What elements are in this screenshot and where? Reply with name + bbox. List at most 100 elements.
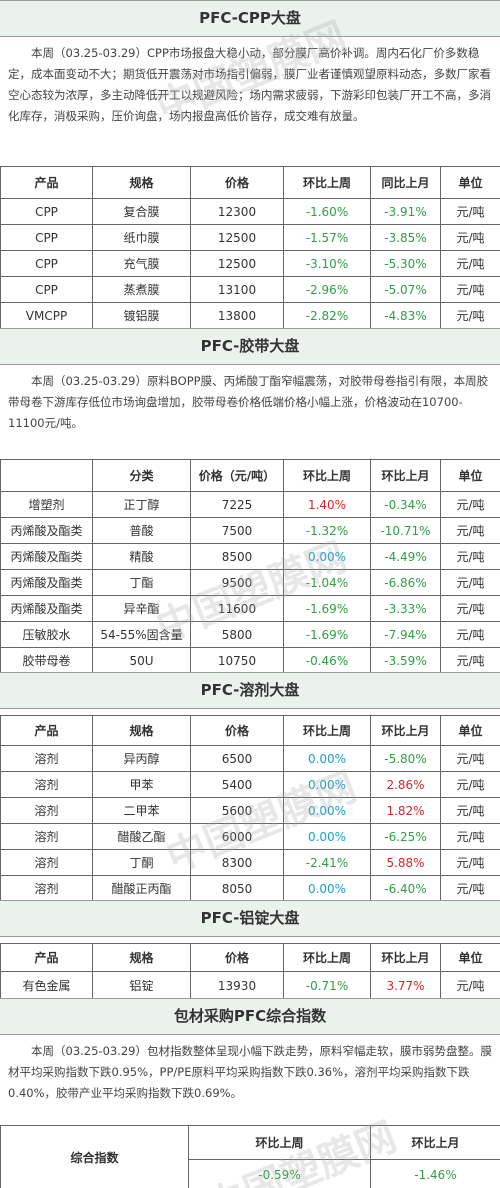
cell: -1.32%	[283, 517, 371, 544]
cell: 纸巾膜	[92, 224, 191, 251]
cell: 1.82%	[370, 797, 441, 824]
section-title: PFC-铝锭大盘	[0, 900, 500, 937]
section: PFC-铝锭大盘产品 规格 价格 环比上周 环比上月 单位 有色金属 铝锭 13930 -0.71…	[0, 900, 500, 1000]
cell: -1.57%	[283, 224, 371, 251]
cell: 3.77%	[370, 971, 441, 1000]
cell: VMCPP	[0, 302, 93, 329]
cell: -2.82%	[283, 302, 371, 329]
cell: 8500	[190, 543, 284, 570]
cell: 镀铝膜	[92, 302, 191, 329]
cell: 溶剂	[0, 875, 93, 902]
data-row: 溶剂 二甲苯 5600 0.00% 1.82% 元/吨	[0, 797, 500, 824]
header-cell: 产品	[0, 715, 93, 746]
header-cell: 环比上周	[283, 943, 371, 972]
header-row: 产品 规格 价格 环比上周 环比上月 单位	[0, 715, 500, 746]
cell: 蒸煮膜	[92, 276, 191, 303]
cell: 元/吨	[440, 198, 500, 225]
index-label: 综合指数	[0, 1125, 189, 1188]
cell: CPP	[0, 250, 93, 277]
data-row: 溶剂 异丙醇 6500 0.00% -5.80% 元/吨	[0, 745, 500, 772]
header-row: 产品 规格 价格 环比上周 同比上月 单位	[0, 166, 500, 199]
cell: 0.00%	[283, 745, 371, 772]
cell: 异辛酯	[92, 595, 191, 622]
section-text: 本周（03.25-03.29）原料BOPP膜、丙烯酸丁酯窄幅震荡，对胶带母卷指引…	[8, 374, 489, 430]
header-cell: 环比上月	[370, 943, 441, 972]
cell: 5.88%	[370, 849, 441, 876]
cell: 甲苯	[92, 771, 191, 798]
price-table: 产品 规格 价格 环比上周 环比上月 单位 溶剂 异丙醇 6500 0.00% -5.80% 元/吨溶…	[0, 715, 500, 902]
cell: 丙烯酸及酯类	[0, 543, 93, 570]
cell: 元/吨	[440, 849, 500, 876]
cell: -5.80%	[370, 745, 441, 772]
price-table: 产品 规格 价格 环比上周 同比上月 单位 CPP 复合膜 12300 -1.60% -3.91% 元…	[0, 166, 500, 329]
cell: -0.71%	[283, 971, 371, 1000]
cell: -0.46%	[283, 647, 371, 674]
header-cell: 单位	[440, 715, 500, 746]
cell: 0.00%	[283, 823, 371, 850]
data-row: CPP 蒸煮膜 13100 -2.96% -5.07% 元/吨	[0, 276, 500, 303]
data-row: 增塑剂 正丁醇 7225 1.40% -0.34% 元/吨	[0, 491, 500, 518]
header-cell: 价格（元/吨）	[190, 459, 284, 492]
cell: 11600	[190, 595, 284, 622]
index-table: 综合指数 环比上周 环比上月 -0.59% -1.46%	[0, 1125, 500, 1188]
cell: -6.25%	[370, 823, 441, 850]
cell: 溶剂	[0, 745, 93, 772]
cell: 元/吨	[440, 302, 500, 329]
data-row: 丙烯酸及酯类 普酸 7500 -1.32% -10.71% 元/吨	[0, 517, 500, 544]
cell: 2.86%	[370, 771, 441, 798]
cell: -3.59%	[370, 647, 441, 674]
data-row: VMCPP 镀铝膜 13800 -2.82% -4.83% 元/吨	[0, 302, 500, 329]
price-table: 产品 规格 价格 环比上周 环比上月 单位 有色金属 铝锭 13930 -0.71% 3.77% 元/…	[0, 943, 500, 1000]
cell: -0.59%	[188, 1159, 371, 1188]
cell: 铝锭	[92, 971, 191, 1000]
data-row: 丙烯酸及酯类 精酸 8500 0.00% -4.49% 元/吨	[0, 543, 500, 570]
cell: 9500	[190, 569, 284, 596]
cell: 正丁醇	[92, 491, 191, 518]
header-cell: 环比上月	[370, 715, 441, 746]
cell: 54-55%固含量	[92, 621, 191, 648]
cell: -1.69%	[283, 621, 371, 648]
cell: 元/吨	[440, 971, 500, 1000]
cell: 丙烯酸及酯类	[0, 517, 93, 544]
data-row: -0.59% -1.46%	[1, 1159, 500, 1188]
cell: 元/吨	[440, 745, 500, 772]
cell: 50U	[92, 647, 191, 674]
header-cell: 单位	[440, 943, 500, 972]
cell: 0.00%	[283, 875, 371, 902]
header-cell: 价格	[190, 943, 284, 972]
cell: 精酸	[92, 543, 191, 570]
header-row: 分类 价格（元/吨） 环比上周 环比上月 单位	[0, 459, 500, 492]
cell: -7.94%	[370, 621, 441, 648]
cell: 元/吨	[440, 517, 500, 544]
cell: 丁酮	[92, 849, 191, 876]
header-row: 综合指数 环比上周 环比上月	[0, 1125, 500, 1188]
data-row: 溶剂 甲苯 5400 0.00% 2.86% 元/吨	[0, 771, 500, 798]
cell: 丙烯酸及酯类	[0, 569, 93, 596]
cell: 元/吨	[440, 250, 500, 277]
cell: 8300	[190, 849, 284, 876]
price-table: 分类 价格（元/吨） 环比上周 环比上月 单位 增塑剂 正丁醇 7225 1.40% -0.34%…	[0, 459, 500, 674]
cell: 元/吨	[440, 823, 500, 850]
data-row: 有色金属 铝锭 13930 -0.71% 3.77% 元/吨	[0, 971, 500, 1000]
cell: 元/吨	[440, 224, 500, 251]
section: PFC-胶带大盘 本周（03.25-03.29）原料BOPP膜、丙烯酸丁酯窄幅震荡…	[0, 328, 500, 674]
data-row: 压敏胶水 54-55%固含量 5800 -1.69% -7.94% 元/吨	[0, 621, 500, 648]
cell: -6.86%	[370, 569, 441, 596]
header-cell: 产品	[0, 166, 93, 199]
cell: 10750	[190, 647, 284, 674]
cell: -1.60%	[283, 198, 371, 225]
cell: 12300	[190, 198, 284, 225]
cell: 6000	[190, 823, 284, 850]
cell: -1.46%	[370, 1159, 500, 1188]
cell: 元/吨	[440, 276, 500, 303]
data-row: 溶剂 醋酸乙酯 6000 0.00% -6.25% 元/吨	[0, 823, 500, 850]
cell: 异丙醇	[92, 745, 191, 772]
cell: 溶剂	[0, 849, 93, 876]
cell: 普酸	[92, 517, 191, 544]
cell: 元/吨	[440, 647, 500, 674]
data-row: 溶剂 丁酮 8300 -2.41% 5.88% 元/吨	[0, 849, 500, 876]
cell: 丙烯酸及酯类	[0, 595, 93, 622]
cell: 7500	[190, 517, 284, 544]
cell: 0.00%	[283, 797, 371, 824]
